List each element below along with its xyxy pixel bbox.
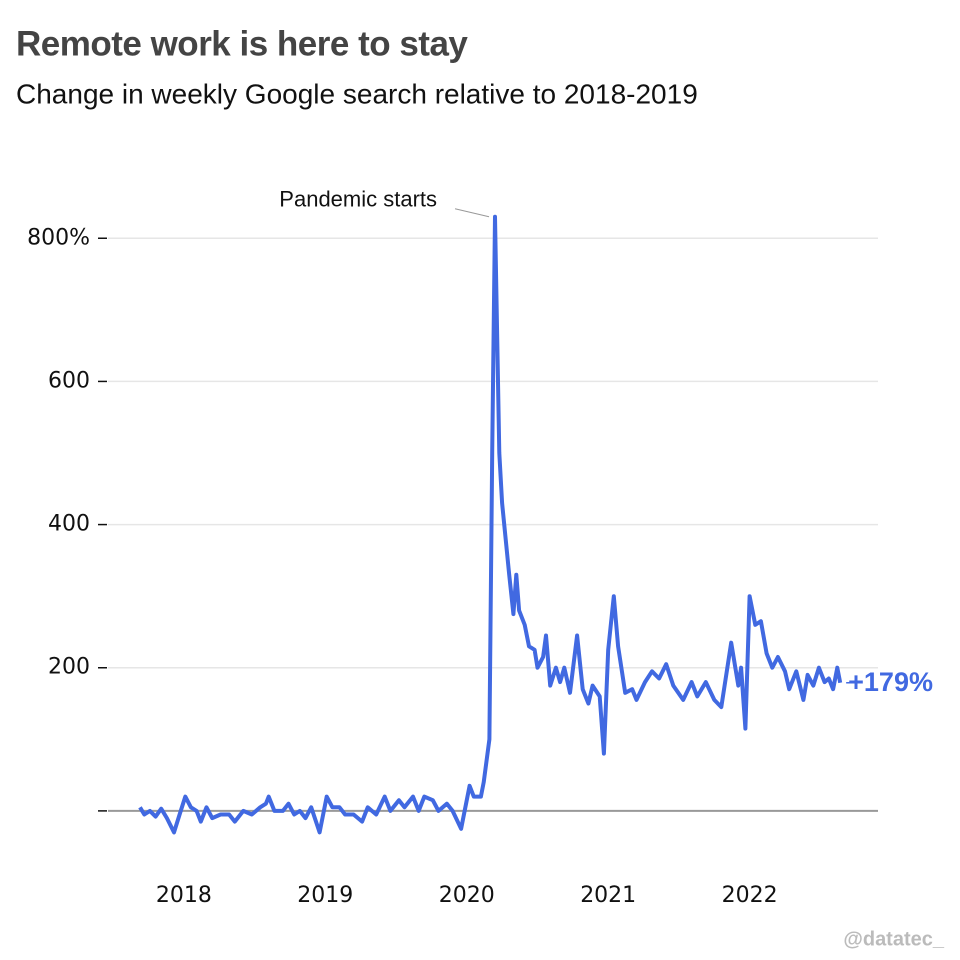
chart-title: Remote work is here to stay [16,24,468,63]
y-tick-label: 200 [48,655,90,680]
end-label: +179% [848,667,933,697]
chart-subtitle: Change in weekly Google search relative … [16,78,698,109]
y-tick-label: 600 [48,368,90,393]
x-tick-label: 2019 [297,883,353,908]
annotation-leader [454,208,490,218]
y-tick-label: 800% [27,225,90,250]
credit: @datatec_ [843,928,945,950]
x-tick-label: 2018 [156,883,212,908]
x-tick-label: 2022 [722,883,778,908]
x-tick-label: 2020 [439,883,495,908]
y-tick-label: 400 [48,512,90,537]
annotation: Pandemic starts [279,187,437,212]
x-tick-label: 2021 [580,883,636,908]
line-series [138,214,843,835]
